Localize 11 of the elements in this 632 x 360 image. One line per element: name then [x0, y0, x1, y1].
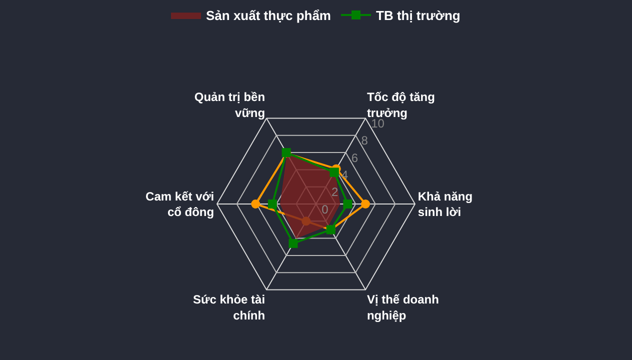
- legend-label: Sản xuất thực phẩm: [206, 8, 331, 24]
- spoke-label: Vị thế doanh nghiệp: [366, 292, 439, 322]
- y-tick-label: 6: [351, 150, 358, 165]
- y-tick-label: 2: [332, 185, 339, 200]
- spoke-label: Khả năng sinh lời: [418, 189, 473, 219]
- y-tick-label: 0: [322, 202, 329, 216]
- y-tick-label: 8: [361, 134, 368, 148]
- spoke-label: Cam kết với cổ đông: [146, 189, 214, 219]
- spoke-label: Quản trị bền vững: [194, 90, 266, 120]
- spoke-label: Sức khỏe tài chính: [193, 292, 266, 322]
- legend-label: TB thị trường: [376, 8, 460, 24]
